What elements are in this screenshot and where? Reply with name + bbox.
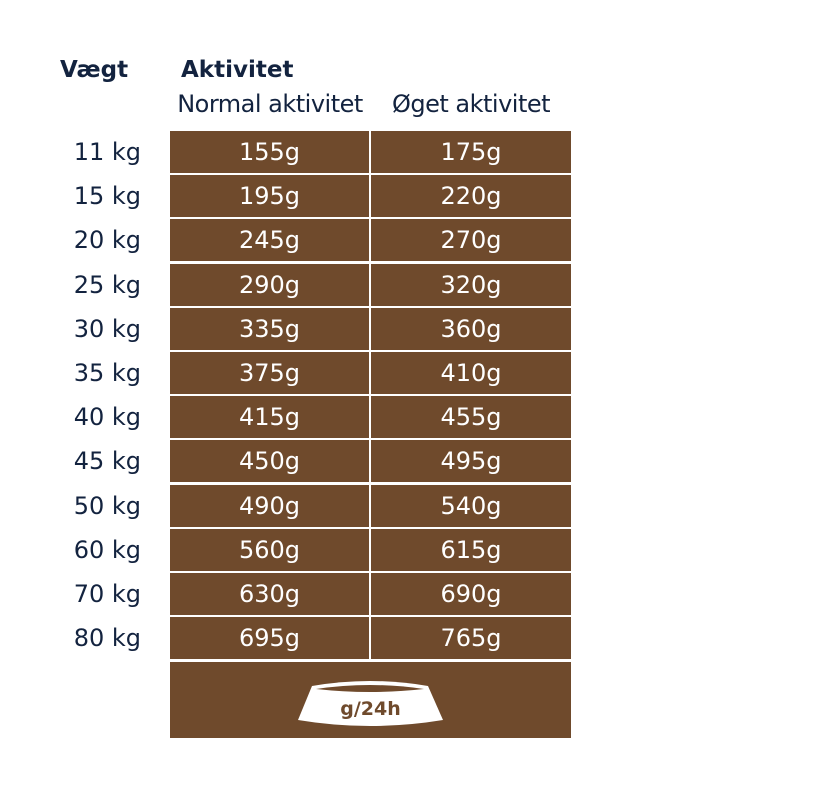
normal-activity-header: Normal aktivitet [177,90,363,118]
weight-cell: 20 kg [73,226,141,255]
normal-amount-cell: 415g [170,396,369,439]
increased-amount-cell: 765g [371,617,571,660]
weight-cell: 40 kg [73,403,141,432]
normal-amount-cell: 630g [170,572,369,615]
weight-cell: 60 kg [73,535,141,564]
increased-amount-cell: 615g [371,528,571,571]
normal-amount-cell: 560g [170,528,369,571]
increased-amount-cell: 320g [371,263,571,306]
normal-amount-cell: 375g [170,351,369,394]
increased-amount-cell: 270g [371,219,571,262]
bowl-icon [298,681,443,726]
increased-amount-cell: 175g [371,131,571,173]
weight-cell: 11 kg [73,138,141,166]
increased-amount-cell: 410g [371,351,571,394]
weight-cell: 30 kg [73,314,141,343]
normal-amount-cell: 155g [170,131,369,173]
weight-cell: 15 kg [73,182,141,211]
increased-amount-cell: 455g [371,396,571,439]
increased-amount-cell: 220g [371,175,571,218]
normal-amount-cell: 695g [170,617,369,660]
increased-activity-header: Øget aktivitet [391,90,551,118]
normal-amount-cell: 195g [170,175,369,218]
normal-amount-cell: 245g [170,219,369,262]
weight-cell: 50 kg [73,491,141,520]
normal-amount-cell: 290g [170,263,369,306]
unit-label: g/24h [340,698,401,720]
increased-amount-cell: 690g [371,572,571,615]
increased-amount-cell: 495g [371,440,571,483]
weight-cell: 80 kg [73,624,141,653]
unit-row: g/24h [170,662,571,738]
normal-amount-cell: 450g [170,440,369,483]
weight-cell: 45 kg [73,447,141,476]
weight-cell: 25 kg [73,270,141,299]
weight-cell: 35 kg [73,358,141,387]
weight-header: Vægt [60,57,129,83]
increased-amount-cell: 360g [371,307,571,350]
normal-amount-cell: 490g [170,484,369,527]
normal-amount-cell: 335g [170,307,369,350]
activity-header: Aktivitet [181,57,294,83]
increased-amount-cell: 540g [371,484,571,527]
weight-cell: 70 kg [73,579,141,608]
